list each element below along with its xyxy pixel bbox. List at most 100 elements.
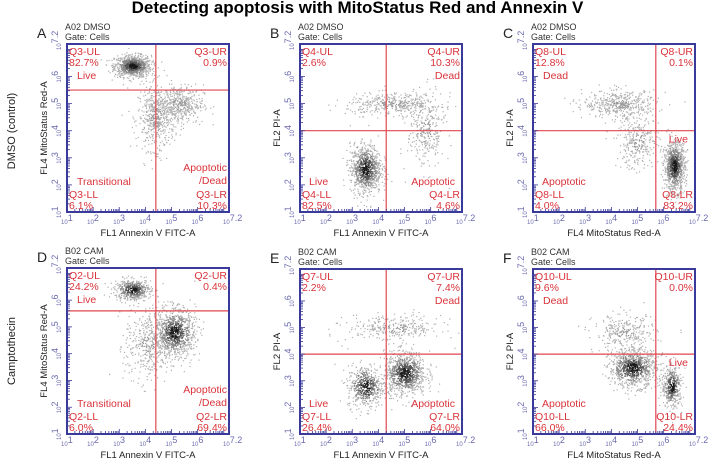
event-dot [359,169,361,171]
event-dot [671,131,673,134]
event-dot [672,206,674,208]
event-dot [142,61,144,64]
event-dot [133,69,135,71]
event-dot [413,123,415,125]
event-dot [131,61,133,63]
event-dot [150,129,152,131]
event-dot [642,108,644,110]
event-dot [368,181,370,183]
event-dot [372,175,374,177]
event-dot [366,110,368,113]
event-dot [358,97,360,100]
event-dot [407,107,409,109]
event-dot [181,99,183,101]
event-dot [139,83,141,85]
event-dot [168,106,170,108]
event-dot [365,182,367,184]
event-dot [667,194,669,196]
event-dot [376,167,378,169]
event-dot [395,100,397,102]
event-dot [372,165,374,168]
event-dot [387,173,389,175]
event-dot [147,137,149,139]
event-dot [368,161,370,163]
event-dot [424,102,427,104]
event-dot [166,103,168,106]
event-dot [423,128,425,130]
event-dot [680,145,682,147]
event-dot [135,70,137,72]
event-dot [665,155,668,157]
event-dot [193,115,195,117]
event-dot [432,147,434,149]
event-dot [664,156,666,158]
event-dot [144,66,146,68]
event-dot [153,78,155,80]
event-dot [371,179,374,181]
event-dot [153,108,155,110]
event-dot [379,159,381,161]
event-dot [163,104,165,106]
quadrant-percent: 82.7% [69,57,99,69]
event-dot [174,99,176,101]
event-dot [139,116,141,118]
event-dot [680,177,682,179]
event-dot [669,152,672,154]
event-dot [145,66,147,68]
event-dot [375,183,377,185]
event-dot [426,147,428,149]
event-dot [140,65,142,67]
event-dot [360,201,362,203]
event-dot [675,156,677,158]
event-dot [679,162,681,164]
event-dot [355,172,357,174]
event-dot [667,151,669,153]
event-dot [168,108,170,110]
event-dot [407,150,409,152]
event-dot [447,158,449,160]
y-tick-label: 102 [283,179,296,191]
event-dot [371,154,373,156]
event-dot [435,144,437,146]
population-label: Live [309,176,328,188]
event-dot [363,204,365,207]
event-dot [406,96,408,98]
event-dot [160,121,162,123]
event-dot [139,98,141,100]
event-dot [383,103,385,105]
event-dot [612,100,615,102]
event-dot [370,171,372,173]
event-dot [670,159,672,161]
event-dot [153,128,155,130]
event-dot [395,108,397,110]
event-dot [134,121,136,123]
event-dot [122,68,124,70]
event-dot [179,93,181,95]
event-dot [130,57,132,60]
event-dot [378,171,380,173]
event-dot [181,122,183,124]
event-dot [180,101,182,103]
event-dot [678,162,680,164]
event-dot [366,149,368,151]
event-dot [180,108,182,110]
event-dot [365,173,367,175]
event-dot [671,172,673,174]
event-dot [359,172,361,174]
event-dot [371,147,373,149]
event-dot [124,60,126,62]
event-dot [381,163,384,165]
event-dot [151,143,153,145]
event-dot [429,111,431,113]
event-dot [674,164,676,166]
event-dot [370,158,372,160]
event-dot [440,119,442,121]
event-dot [680,166,682,168]
event-dot [371,157,373,159]
event-dot [138,62,140,64]
event-dot [373,165,375,167]
event-dot [666,151,668,153]
event-dot [140,91,142,93]
event-dot [117,76,119,79]
